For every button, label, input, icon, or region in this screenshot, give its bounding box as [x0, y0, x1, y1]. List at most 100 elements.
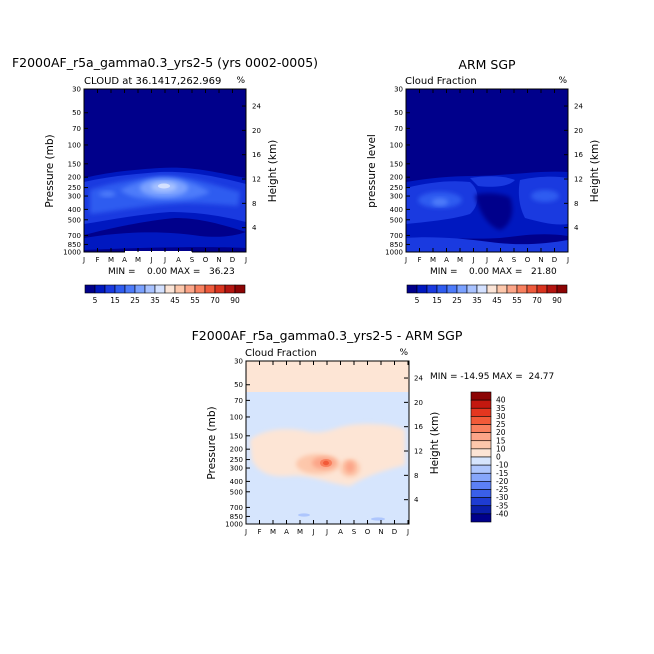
colorbar-label: 5: [93, 296, 98, 305]
panel-obs-title: ARM SGP: [458, 57, 516, 72]
height-tick-label: 12: [252, 176, 261, 184]
pressure-tick-label: 400: [68, 206, 81, 214]
colorbar-swatch: [470, 513, 492, 523]
panel-model-subtitle: CLOUD at 36.1417,262.969: [84, 76, 221, 87]
pressure-tick-label: 700: [390, 232, 403, 240]
colorbar-swatch: [154, 284, 166, 294]
panel-obs-stats: MIN = 0.00 MAX = 21.80: [430, 267, 557, 277]
colorbar-swatch: [516, 284, 528, 294]
pressure-tick-label: 500: [390, 216, 403, 224]
pressure-tick-label: 200: [390, 174, 403, 182]
month-tick-label: J: [163, 256, 166, 264]
positive-region: [250, 423, 405, 486]
pressure-tick-label: 400: [390, 206, 403, 214]
panel-model-title: F2000AF_r5a_gamma0.3_yrs2-5 (yrs 0002-00…: [12, 55, 318, 70]
colorbar-label: 15: [110, 296, 120, 305]
colorbar-swatch: [144, 284, 156, 294]
pressure-tick-label: 700: [68, 232, 81, 240]
panel-diff-field: [246, 361, 409, 524]
panel-diff-units: %: [399, 348, 408, 358]
panel-diff: F2000AF_r5a_gamma0.3_yrs2-5 - ARM SGP Cl…: [192, 328, 555, 536]
month-tick-label: S: [352, 528, 357, 536]
height-tick-label: 16: [252, 151, 261, 159]
height-tick-label: 8: [414, 472, 418, 480]
colorbar-swatch: [546, 284, 558, 294]
colorbar-swatch: [556, 284, 568, 294]
panel-obs: ARM SGP Cloud Fraction % 30 50 70 100 150 200…: [366, 57, 601, 305]
month-tick-label: A: [444, 256, 449, 264]
lower-band: [84, 232, 246, 250]
colorbar-swatch: [456, 284, 468, 294]
panel-diff-title: F2000AF_r5a_gamma0.3_yrs2-5 - ARM SGP: [192, 328, 463, 343]
colorbar-swatch: [234, 284, 246, 294]
height-tick-label: 12: [414, 448, 423, 456]
contour-20: [432, 198, 448, 206]
panel-obs-ylabel: pressure level: [366, 134, 378, 208]
pressure-tick-label: 70: [394, 125, 403, 133]
colorbar-label: 30: [496, 412, 506, 421]
month-tick-label: D: [552, 256, 557, 264]
month-tick-label: S: [190, 256, 195, 264]
colorbar-label: 35: [496, 404, 506, 413]
height-tick-label: 24: [414, 375, 423, 383]
height-tick-label: 8: [252, 200, 256, 208]
pressure-tick-label: 250: [68, 184, 81, 192]
pressure-tick-label: 50: [394, 109, 403, 117]
colorbar-swatch: [470, 456, 492, 466]
month-tick-label: N: [538, 256, 543, 264]
month-tick-label: J: [485, 256, 488, 264]
colorbar-swatch: [470, 505, 492, 515]
diff-negative-blob: [298, 513, 310, 517]
colorbar-swatch: [224, 284, 236, 294]
contour-15b: [531, 190, 559, 202]
colorbar-swatch: [426, 284, 438, 294]
panel-diff-stats: MIN = -14.95 MAX = 24.77: [430, 372, 554, 382]
colorbar-label: 10: [496, 444, 506, 453]
pressure-tick-label: 100: [68, 141, 81, 149]
pressure-tick-label: 300: [390, 193, 403, 201]
colorbar-label: 70: [210, 296, 220, 305]
colorbar-label: 25: [452, 296, 462, 305]
pressure-tick-label: 1000: [385, 249, 403, 257]
height-tick-label: 4: [574, 224, 579, 232]
colorbar-swatch: [94, 284, 106, 294]
month-tick-label: J: [566, 256, 569, 264]
month-tick-label: D: [392, 528, 397, 536]
month-tick-label: O: [525, 256, 531, 264]
colorbar-label: 40: [496, 396, 506, 405]
colorbar-swatch: [174, 284, 186, 294]
diff-negative-blob: [371, 517, 385, 521]
month-tick-label: J: [406, 528, 409, 536]
month-tick-label: N: [378, 528, 383, 536]
contour-20b: [98, 191, 116, 197]
colorbar-label: 90: [552, 296, 562, 305]
panel-obs-field: [406, 89, 568, 252]
colorbar-label: 20: [496, 428, 506, 437]
height-tick-label: 24: [574, 103, 583, 111]
colorbar-model: 5 15 25 35 45 55 70 90: [84, 284, 246, 305]
month-tick-label: M: [297, 528, 303, 536]
colorbar-swatch: [526, 284, 538, 294]
month-tick-label: J: [82, 256, 85, 264]
month-tick-label: J: [471, 256, 474, 264]
pressure-tick-label: 300: [230, 465, 243, 473]
colorbar-swatch: [446, 284, 458, 294]
month-tick-label: F: [95, 256, 99, 264]
month-tick-label: J: [244, 528, 247, 536]
pressure-tick-label: 30: [72, 86, 81, 94]
colorbar-swatch: [84, 284, 96, 294]
colorbar-swatch: [194, 284, 206, 294]
month-tick-label: A: [284, 528, 289, 536]
panel-diff-ylabel: Pressure (mb): [206, 406, 218, 479]
colorbar-label: -10: [496, 461, 508, 470]
colorbar-label: 15: [432, 296, 442, 305]
colorbar-swatch: [476, 284, 488, 294]
colorbar-swatch: [470, 416, 492, 425]
month-tick-label: M: [430, 256, 436, 264]
colorbar-swatch: [204, 284, 216, 294]
colorbar-swatch: [470, 440, 492, 450]
panel-model-field: [84, 89, 246, 252]
colorbar-swatch: [124, 284, 136, 294]
height-tick-label: 20: [574, 127, 583, 135]
